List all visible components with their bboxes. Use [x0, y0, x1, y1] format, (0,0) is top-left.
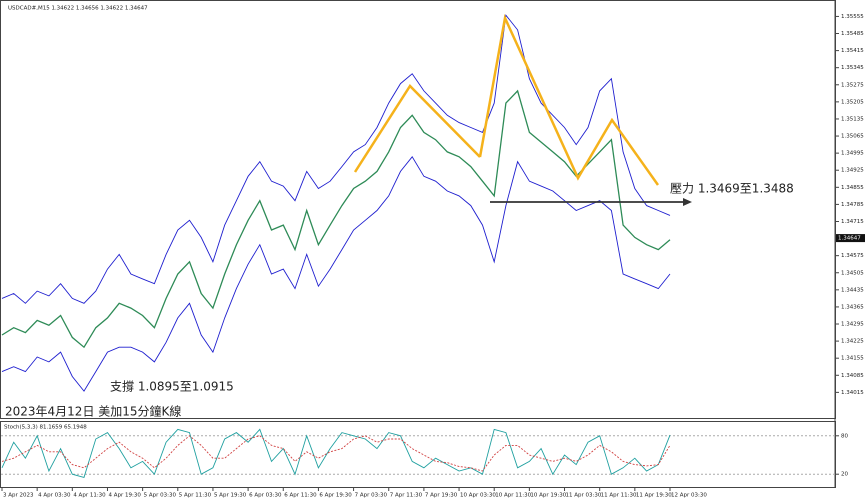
y-tick-label: 1.35205: [841, 99, 864, 105]
x-tick-label: 10 Apr 03:30: [460, 493, 496, 499]
chart-caption: 2023年4月12日 美加15分鐘K線: [5, 404, 181, 419]
y-tick-label: 80: [841, 433, 848, 439]
y-tick-label: 1.34155: [841, 356, 864, 362]
x-tick-label: 11 Apr 11:30: [601, 493, 637, 499]
x-tick-label: 11 Apr 19:30: [636, 493, 672, 499]
stoch-header: Stoch(5,3,3) 81.1659 65.1948: [4, 425, 87, 431]
y-tick-label: 1.34085: [841, 373, 864, 379]
y-tick-label: 1.35345: [841, 65, 864, 71]
series-line: [1, 156, 671, 392]
trend-line: [353, 84, 481, 173]
x-tick-label: 10 Apr 11:30: [495, 493, 531, 499]
series-line: [1, 428, 671, 478]
x-tick-label: 4 Apr 03:30: [38, 493, 71, 499]
y-tick-label: 1.34715: [841, 219, 864, 225]
current-price-label: 1.34647: [838, 236, 861, 242]
x-tick-label: 3 Apr 2023: [3, 493, 34, 499]
x-tick-label: 6 Apr 11:30: [284, 493, 317, 499]
x-tick-label: 7 Apr 11:30: [390, 493, 423, 499]
y-tick-label: 20: [841, 472, 848, 478]
series-line: [1, 14, 671, 304]
series-line: [1, 89, 671, 349]
x-tick-label: 6 Apr 19:30: [319, 493, 352, 499]
x-tick-label: 6 Apr 03:30: [249, 493, 282, 499]
y-tick-label: 1.34015: [841, 390, 864, 396]
y-tick-label: 1.34365: [841, 304, 864, 310]
y-tick-label: 1.34295: [841, 322, 864, 328]
x-tick-label: 12 Apr 03:30: [671, 493, 707, 499]
y-tick-label: 1.34785: [841, 202, 864, 208]
x-tick-label: 4 Apr 11:30: [73, 493, 106, 499]
y-tick-label: 1.34225: [841, 339, 864, 345]
x-tick-label: 10 Apr 19:30: [530, 493, 566, 499]
y-tick-label: 1.35485: [841, 31, 864, 37]
y-tick-label: 1.34855: [841, 185, 864, 191]
resistance-note: 壓力 1.3469至1.3488: [670, 182, 794, 196]
trend-lines: [353, 13, 660, 186]
y-tick-label: 1.35135: [841, 116, 864, 122]
support-note: 支撐 1.0895至1.0915: [110, 380, 234, 394]
stoch-panel: [0, 421, 836, 488]
y-tick-label: 1.35555: [841, 14, 864, 20]
y-tick-label: 1.35415: [841, 48, 864, 54]
series-line: [1, 435, 671, 472]
trend-line: [478, 13, 660, 186]
y-tick-label: 1.34435: [841, 287, 864, 293]
x-tick-label: 11 Apr 03:30: [566, 493, 602, 499]
x-tick-label: 5 Apr 19:30: [214, 493, 247, 499]
current-price-box: [836, 234, 865, 243]
y-tick-label: 1.34995: [841, 151, 864, 157]
main-panel: [0, 0, 836, 419]
y-tick-label: 1.34925: [841, 168, 864, 174]
y-tick-label: 1.35275: [841, 82, 864, 88]
x-tick-label: 5 Apr 03:30: [144, 493, 177, 499]
symbol-header: USDCAD#,M15 1.34622 1.34656 1.34622 1.34…: [8, 6, 148, 12]
x-tick-label: 7 Apr 03:30: [355, 493, 388, 499]
arrow-head: [683, 198, 692, 206]
y-tick-label: 1.34505: [841, 270, 864, 276]
x-tick-label: 7 Apr 19:30: [425, 493, 458, 499]
x-tick-label: 5 Apr 11:30: [179, 493, 212, 499]
y-tick-label: 1.35065: [841, 134, 864, 140]
x-tick-label: 4 Apr 19:30: [108, 493, 141, 499]
y-tick-label: 1.34575: [841, 253, 864, 259]
